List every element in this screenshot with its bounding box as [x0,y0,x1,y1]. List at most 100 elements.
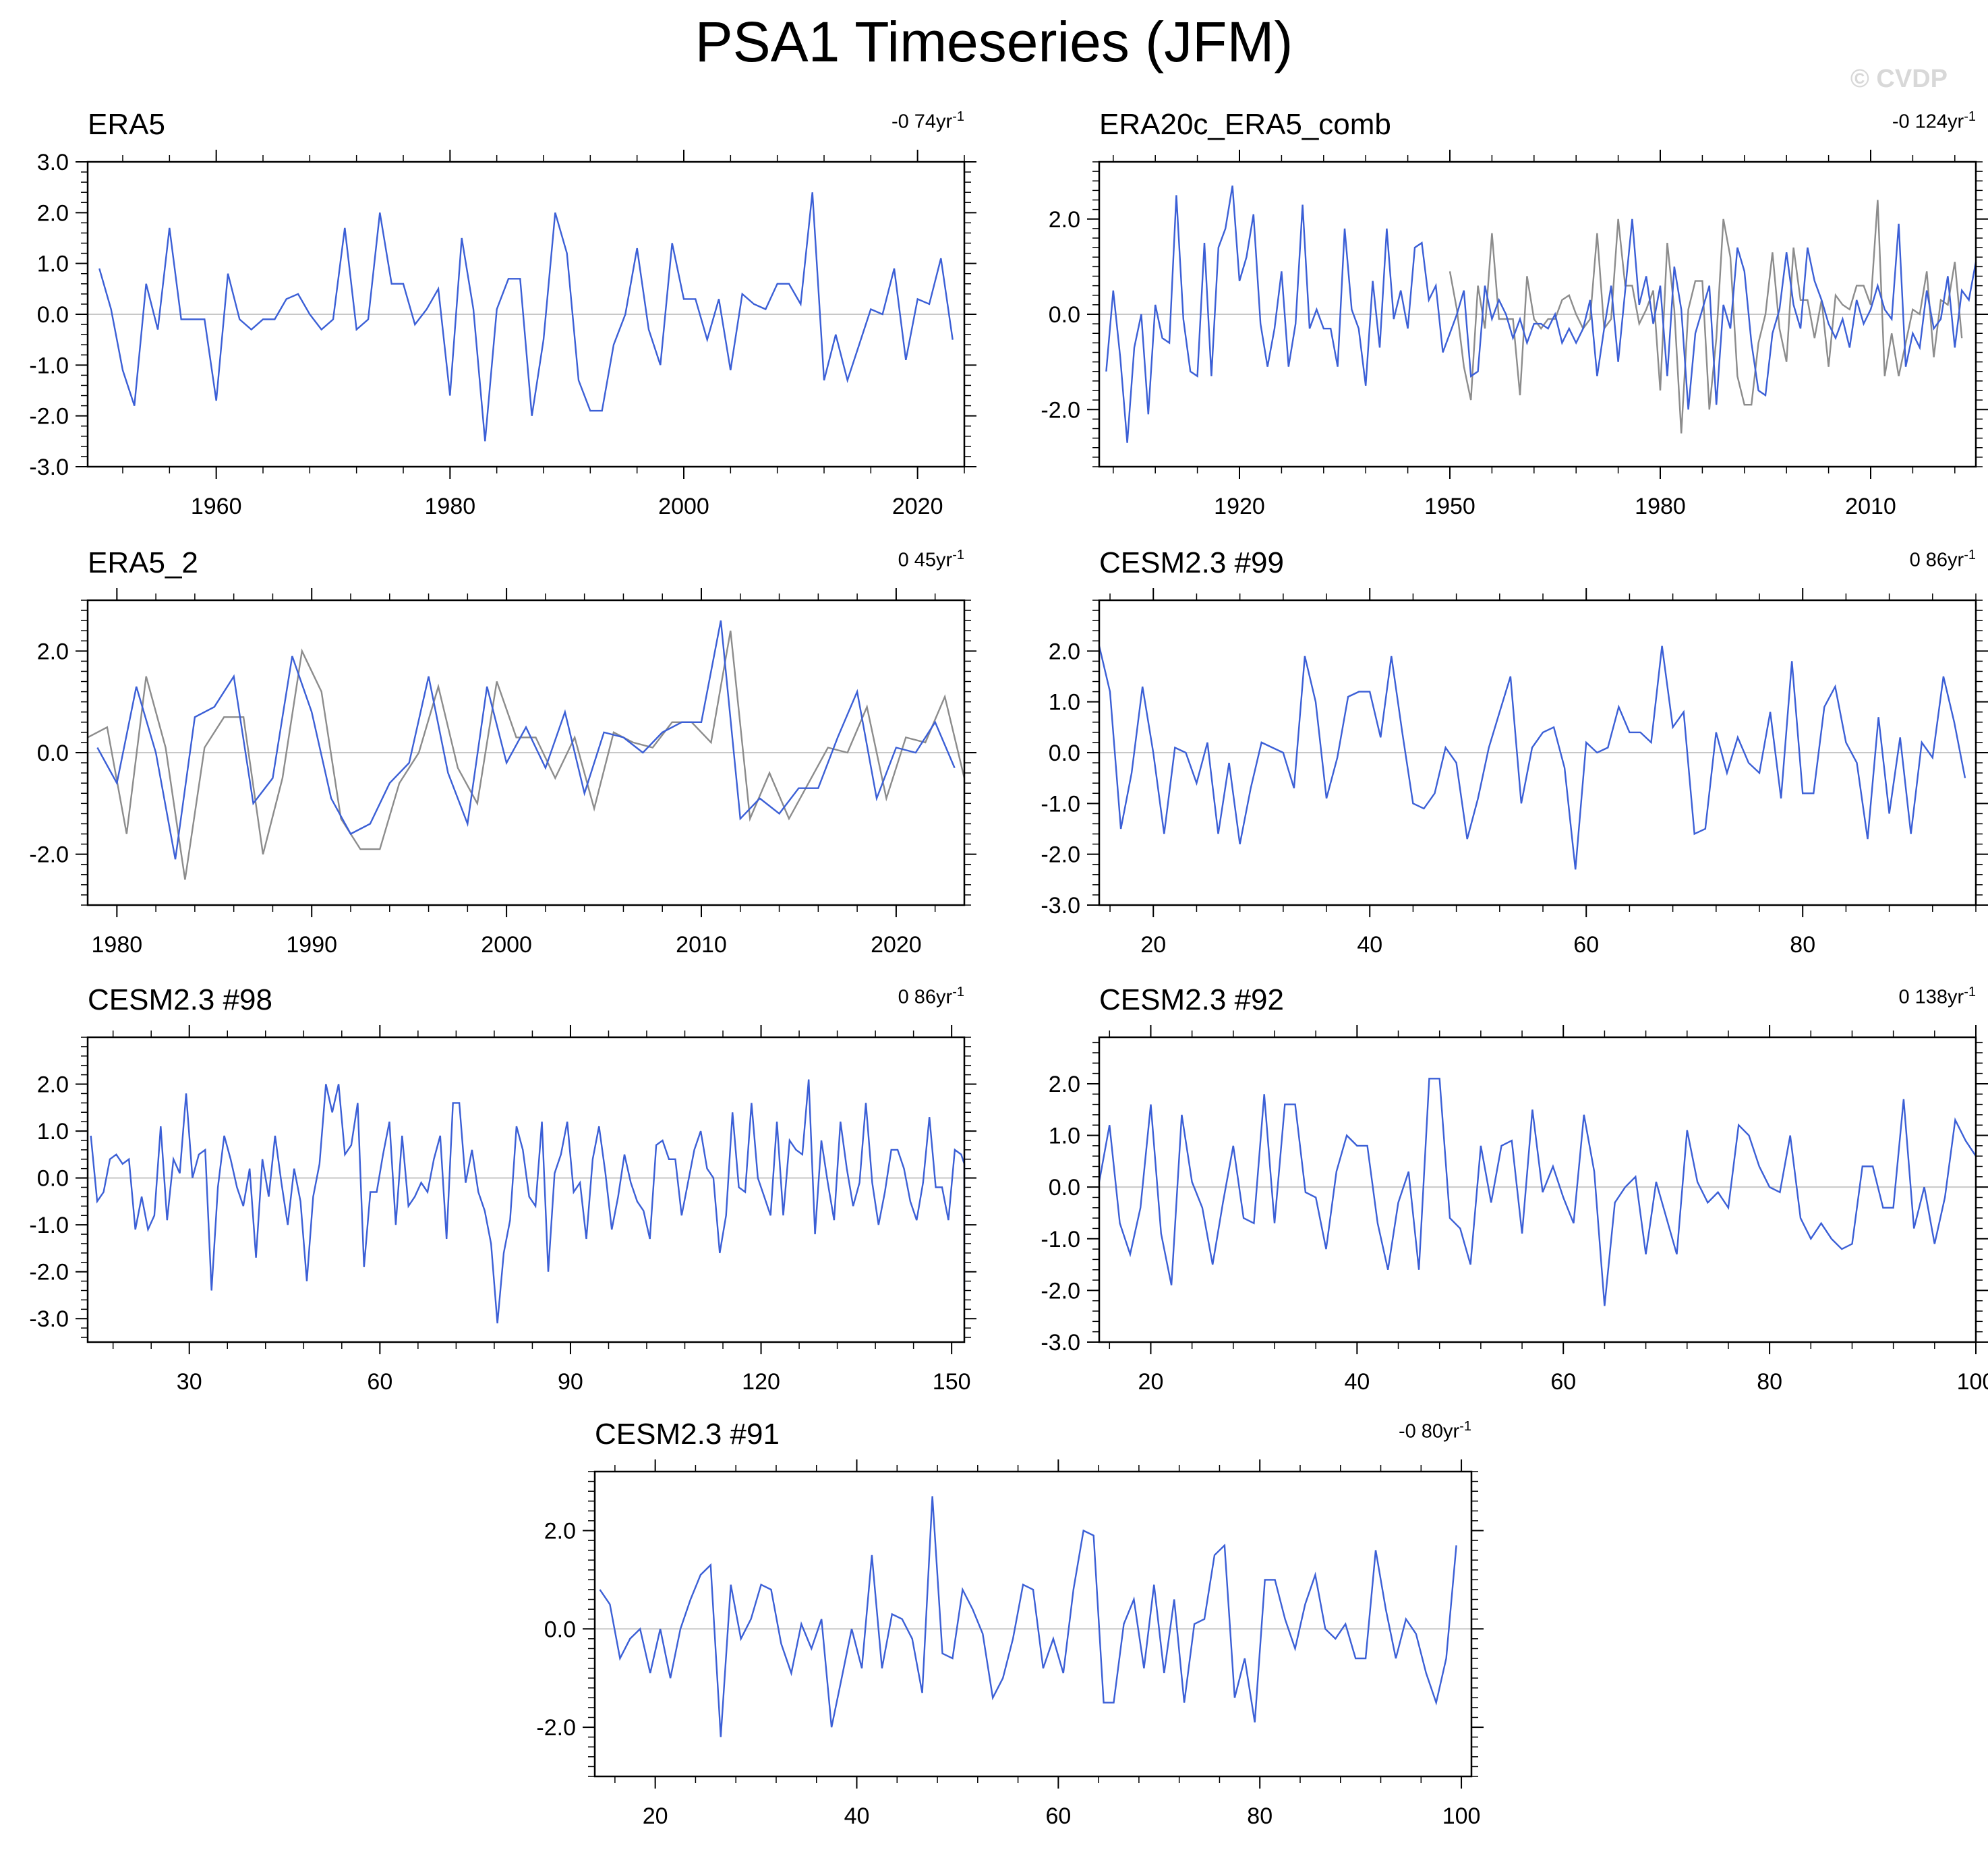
x-tick-label: 40 [1344,1369,1370,1395]
x-tick-label: 1980 [1635,494,1686,519]
y-tick-label: 0.0 [1049,302,1080,328]
x-tick-label: 100 [1442,1803,1481,1829]
x-tick-label: 2010 [1845,494,1896,519]
x-tick-label: 30 [177,1369,202,1395]
trend-value: -0 124yr [1892,111,1964,133]
trend-label: 0 138yr-1 [1898,985,1976,1009]
y-tick-label: -1.0 [29,1213,69,1238]
y-tick-label: -3.0 [29,1306,69,1332]
trend-exponent: -1 [1964,548,1976,562]
y-tick-label: -1.0 [29,353,69,378]
trend-exponent: -1 [952,548,964,562]
panel-title: ERA5 [88,108,165,141]
y-tick-label: -2.0 [29,1260,69,1285]
panel-cesm-98: CESM2.3 #98 0 86yr-1 -3.0 -2.0 -1.0 0.0 1.0 2.0… [0,977,985,1422]
y-tick-label: 1.0 [1049,1124,1080,1149]
panel-cesm-99: CESM2.3 #99 0 86yr-1 -3.0 -2.0 -1.0 0.0 1.0 2.0… [1012,540,1988,985]
x-tick-label: 80 [1247,1803,1273,1829]
x-tick-label: 1980 [425,494,476,519]
y-tick-label: 2.0 [37,200,69,226]
y-tick-label: 1.0 [37,1119,69,1144]
x-tick-label: 100 [1957,1369,1988,1395]
x-tick-label: 150 [933,1369,971,1395]
plot-frame [86,161,966,468]
panel-title: CESM2.3 #91 [595,1418,780,1451]
y-tick-label: 1.0 [37,252,69,277]
trend-value: -0 74yr [891,111,953,133]
y-tick-label: -2.0 [536,1715,576,1741]
series-line-1 [96,620,956,860]
plot-frame [86,599,966,906]
watermark: © CVDP [1850,65,1948,93]
y-tick-label: -3.0 [1041,893,1080,919]
x-tick-label: 60 [1045,1803,1071,1829]
trend-label: 0 45yr-1 [898,548,964,572]
plot-frame [1098,599,1977,906]
y-tick-label: 2.0 [544,1518,576,1544]
panel-title: CESM2.3 #92 [1099,983,1284,1016]
x-tick-label: 40 [1357,932,1382,958]
trend-exponent: -1 [1459,1419,1471,1434]
chart-svg: -2.0 0.0 2.0 1980 1990 2000 2010 2020 [29,588,976,958]
panel-cesm-92: CESM2.3 #92 0 138yr-1 -3.0 -2.0 -1.0 0.0 1.0 2.… [1012,977,1988,1422]
trend-exponent: -1 [952,109,964,124]
panel-title: CESM2.3 #98 [88,983,272,1016]
x-tick-label: 120 [742,1369,780,1395]
x-tick-label: 60 [367,1369,392,1395]
series-line-0 [1098,1078,1977,1306]
x-tick-label: 90 [558,1369,583,1395]
x-tick-label: 2000 [658,494,709,519]
y-tick-label: -3.0 [1041,1330,1080,1356]
y-tick-label: 2.0 [1049,207,1080,233]
trend-label: -0 80yr-1 [1399,1419,1471,1443]
panel-era20c-era5-comb: ERA20c_ERA5_comb -0 124yr-1 -2.0 0.0 2.0 1920… [1012,101,1988,546]
trend-exponent: -1 [952,985,964,999]
series-line-0 [1098,645,1966,870]
y-tick-label: 0.0 [544,1617,576,1642]
chart-svg: -3.0 -2.0 -1.0 0.0 1.0 2.0 3.0 1960 1980 2000 2020 [29,150,976,519]
trend-label: -0 124yr-1 [1892,109,1976,134]
x-tick-label: 60 [1550,1369,1576,1395]
y-tick-label: 0.0 [1049,1175,1080,1200]
chart-svg: -2.0 0.0 2.0 20 40 60 80 100 [536,1459,1484,1829]
x-tick-label: 2000 [481,932,532,958]
x-tick-label: 80 [1790,932,1815,958]
plot-frame [1098,161,1977,468]
y-tick-label: -1.0 [1041,1227,1080,1252]
x-tick-label: 40 [844,1803,870,1829]
x-tick-label: 20 [643,1803,668,1829]
y-tick-label: 1.0 [1049,690,1080,716]
trend-exponent: -1 [1964,109,1976,124]
trend-value: -0 80yr [1398,1420,1460,1443]
x-tick-label: 1950 [1424,494,1475,519]
series-line-0 [98,192,954,442]
page-title: PSA1 Timeseries (JFM) [695,10,1293,74]
y-tick-label: 2.0 [1049,1072,1080,1097]
trend-label: 0 86yr-1 [898,985,964,1009]
x-tick-label: 2020 [892,494,943,519]
series-line-reference [1449,200,1963,434]
x-tick-label: 1980 [92,932,143,958]
x-tick-label: 20 [1138,1369,1164,1395]
trend-value: 0 138yr [1898,986,1964,1008]
x-tick-label: 1960 [191,494,242,519]
panel-era5: ERA5 -0 74yr-1 -3.0 -2.0 -1.0 0.0 1.0 2.0 3.0 196… [0,101,985,546]
y-tick-label: 0.0 [37,302,69,328]
y-tick-label: 3.0 [37,150,69,175]
series-line-0 [90,1079,966,1324]
chart-svg: -3.0 -2.0 -1.0 0.0 1.0 2.0 30 60 90 120 150 [29,1025,976,1395]
y-tick-label: -1.0 [1041,791,1080,817]
trend-value: 0 86yr [1909,549,1964,571]
panel-title: CESM2.3 #99 [1099,546,1284,579]
x-tick-label: 2010 [676,932,727,958]
x-tick-label: 20 [1140,932,1166,958]
series-line-reference [87,630,966,880]
panel-cesm-91: CESM2.3 #91 -0 80yr-1 -2.0 0.0 2.0 20 40 60 80 10… [507,1411,1492,1856]
y-tick-label: 0.0 [37,1166,69,1192]
y-tick-label: -2.0 [29,842,69,868]
trend-exponent: -1 [1964,985,1976,999]
y-tick-label: -2.0 [29,404,69,430]
y-tick-label: -2.0 [1041,1278,1080,1304]
y-tick-label: -2.0 [1041,397,1080,423]
panel-title: ERA5_2 [88,546,198,579]
